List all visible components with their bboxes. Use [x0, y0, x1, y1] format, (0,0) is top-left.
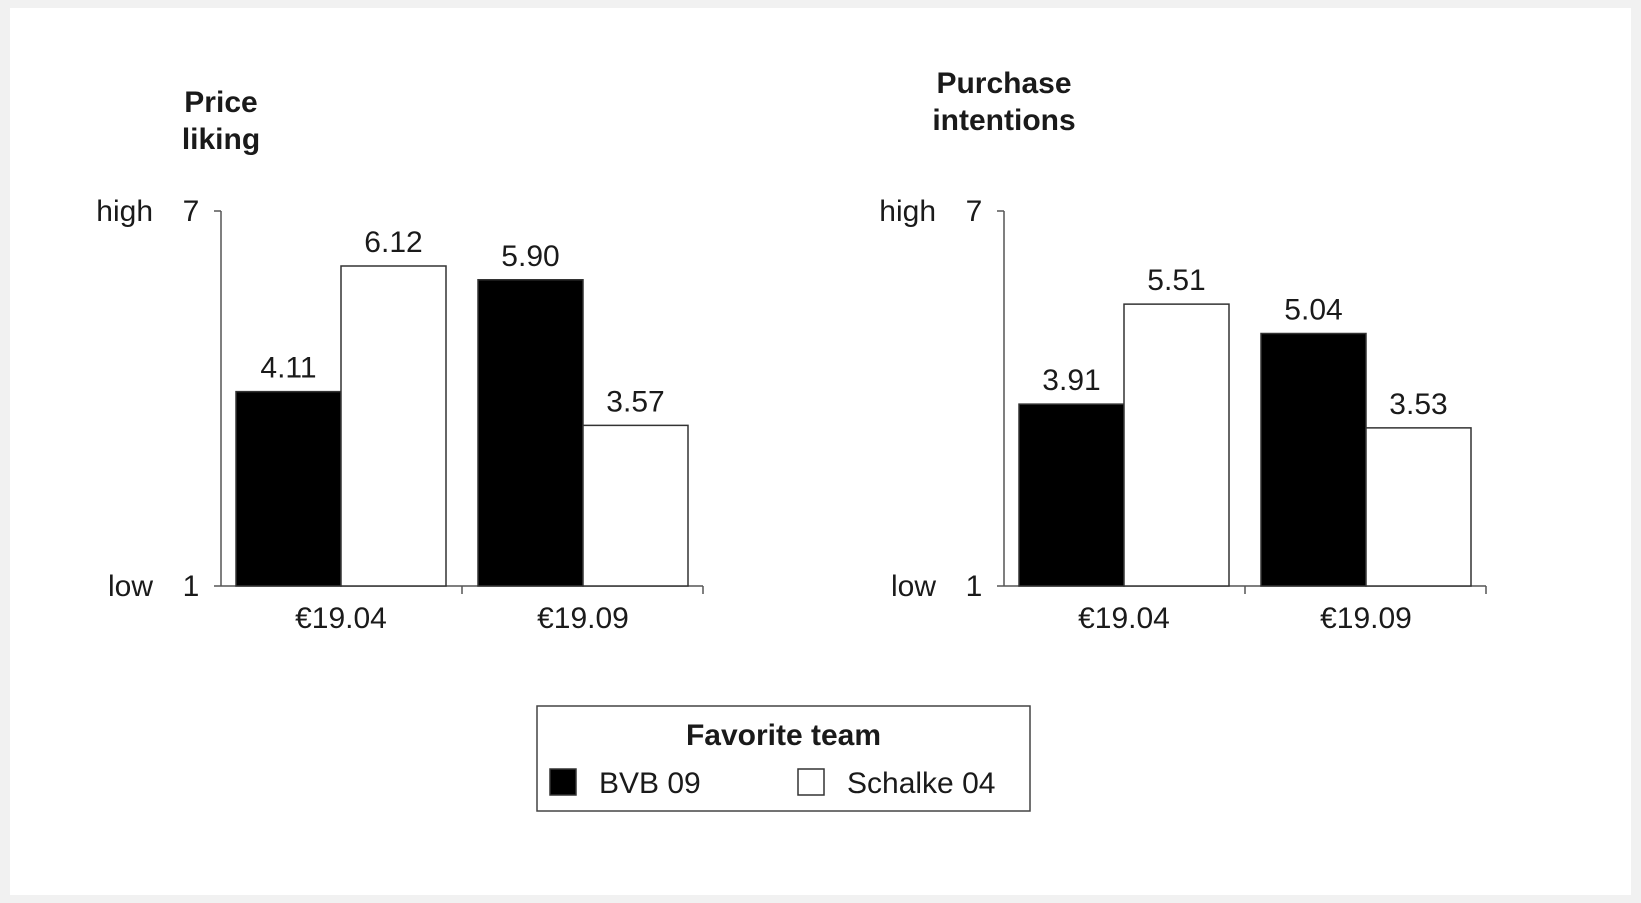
x-category-label: €19.04	[295, 602, 387, 635]
legend-item-label: BVB 09	[599, 767, 701, 800]
bar-value-label: 5.51	[1147, 264, 1205, 297]
bar-value-label: 3.53	[1389, 388, 1447, 421]
y-tick-label: 7	[183, 195, 200, 228]
bar-value-label: 3.57	[606, 385, 664, 418]
y-tick-label: 1	[966, 570, 983, 603]
bar-value-label: 5.90	[501, 240, 559, 273]
y-axis-low-label: low	[108, 570, 153, 603]
bar	[235, 390, 342, 587]
bar	[1260, 332, 1367, 587]
bar	[477, 279, 584, 587]
bar	[1018, 403, 1125, 587]
legend-title: Favorite team	[686, 719, 881, 752]
y-tick-label: 7	[966, 195, 983, 228]
y-axis-high-label: high	[96, 195, 153, 228]
chart-title-line: liking	[182, 123, 260, 156]
bar	[1123, 303, 1230, 587]
legend-item-label: Schalke 04	[847, 767, 995, 800]
chart-svg: Price liking high low 7 1 4.11 6.12 €19.04 5.90 3.…	[96, 67, 1487, 812]
bar-value-label: 6.12	[364, 226, 422, 259]
bar-value-label: 3.91	[1042, 364, 1100, 397]
chart-title-line: intentions	[932, 104, 1075, 137]
bar	[582, 424, 689, 587]
y-axis-low-label: low	[891, 570, 936, 603]
figure: Price liking high low 7 1 4.11 6.12 €19.04 5.90 3.…	[10, 8, 1631, 895]
y-tick-label: 1	[183, 570, 200, 603]
x-category-label: €19.09	[537, 602, 629, 635]
chart-title-line: Price	[184, 86, 257, 119]
legend-swatch	[549, 768, 577, 796]
bar	[1365, 427, 1472, 587]
bar	[340, 265, 447, 587]
bar-value-label: 4.11	[260, 352, 316, 385]
x-category-label: €19.09	[1320, 602, 1412, 635]
bar-value-label: 5.04	[1284, 294, 1342, 327]
chart-title-line: Purchase	[936, 67, 1071, 100]
x-category-label: €19.04	[1078, 602, 1170, 635]
legend-box	[536, 705, 1031, 812]
y-axis-high-label: high	[879, 195, 936, 228]
legend-swatch	[797, 768, 825, 796]
